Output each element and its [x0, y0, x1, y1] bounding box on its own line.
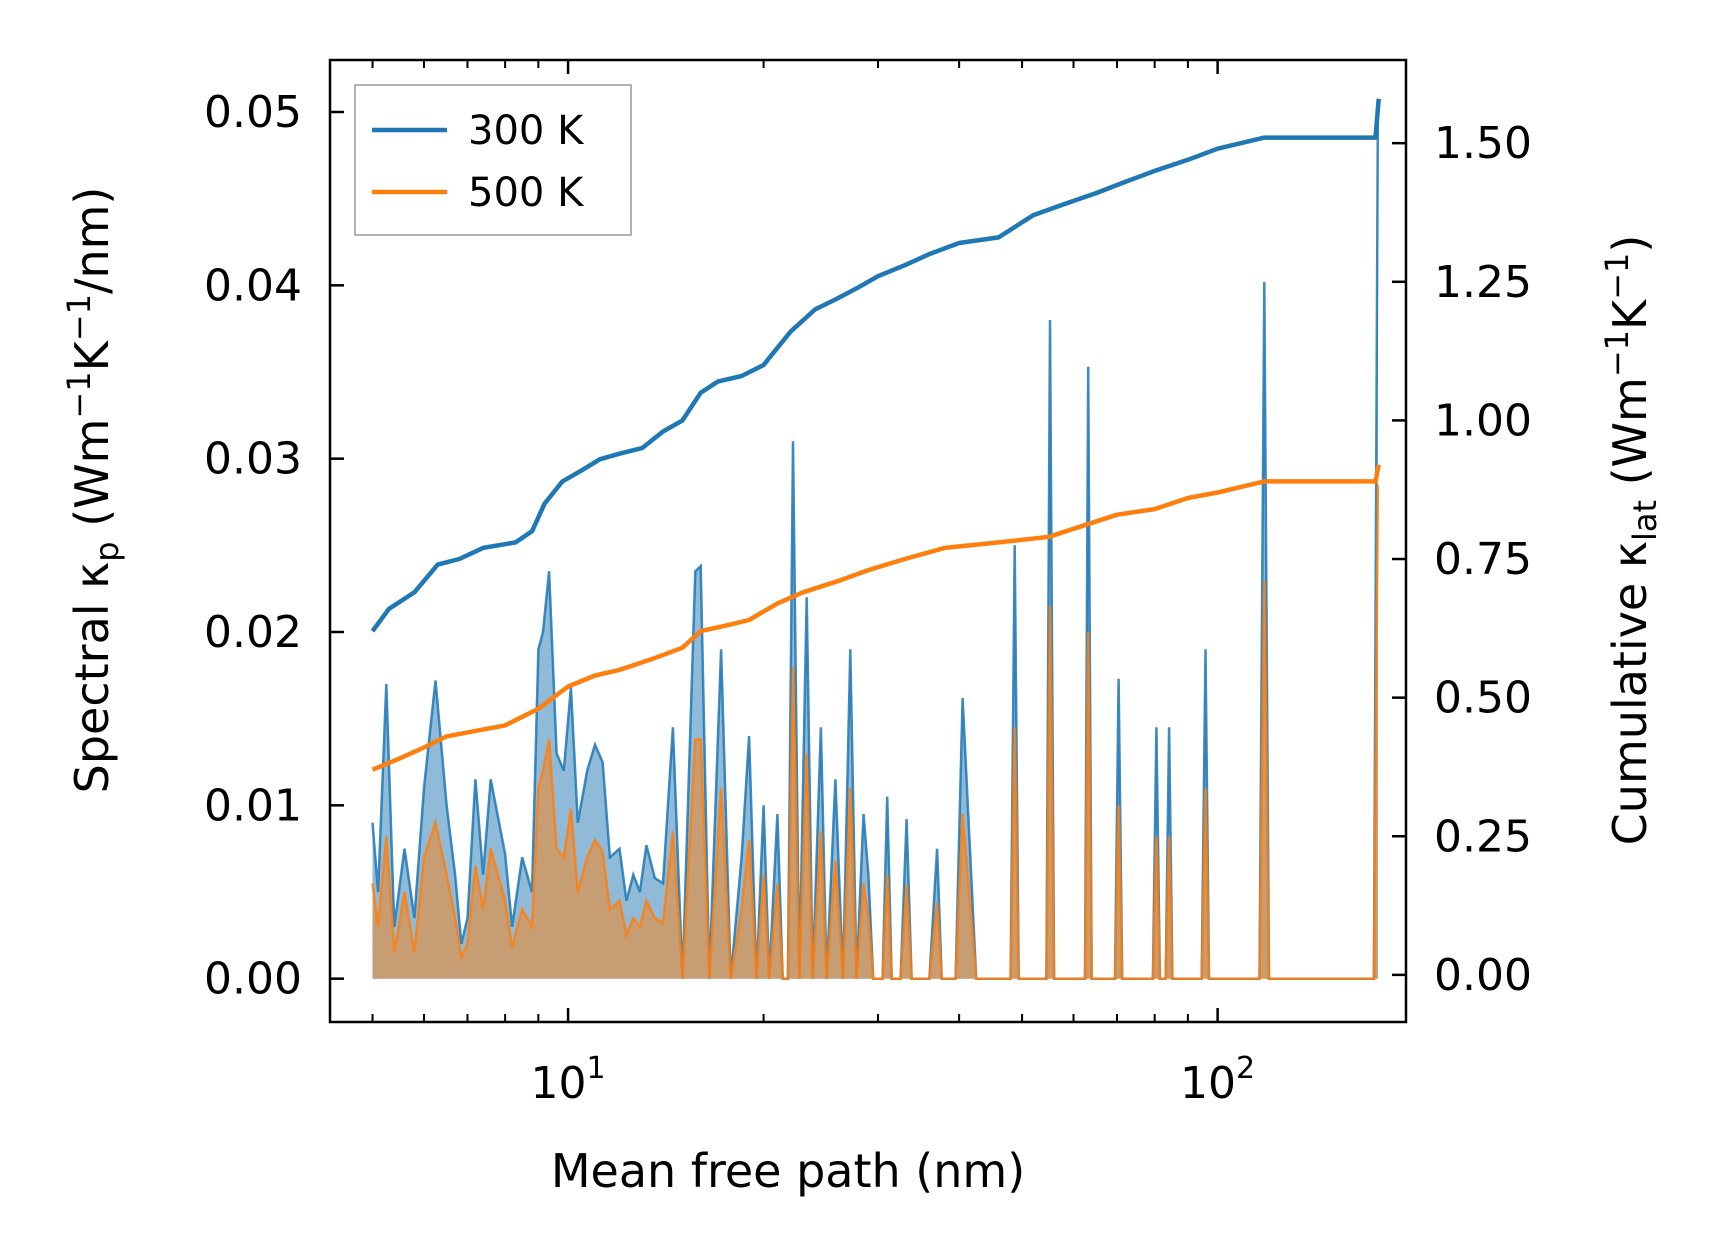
legend-label-500k: 500 K [468, 170, 585, 216]
y-right-tick-label: 0.00 [1434, 950, 1532, 1001]
y-left-tick-label: 0.04 [204, 260, 302, 311]
y-right-tick-label: 1.50 [1434, 118, 1532, 169]
y-left-tick-label: 0.03 [204, 434, 302, 485]
plot-layer [370, 98, 1381, 980]
x-tick-label-10^1: 101 [531, 1051, 606, 1109]
legend: 300 K 500 K [354, 84, 632, 236]
x-tick-label-10^2: 102 [1180, 1051, 1255, 1109]
cumulative-line-300k [370, 98, 1381, 633]
y-left-tick-label: 0.00 [204, 954, 302, 1005]
y-right-tick-label: 0.25 [1434, 811, 1532, 862]
spectral-fill-500k [372, 484, 1378, 979]
y-right-tick-label: 1.25 [1434, 257, 1532, 308]
legend-label-300k: 300 K [468, 108, 585, 154]
cumulative-line-500k [371, 464, 1381, 772]
spectral-line-500k [371, 484, 1380, 980]
x-axis-label: Mean free path (nm) [551, 1144, 1025, 1198]
y-right-tick-label: 1.00 [1434, 395, 1532, 446]
y-left-tick-label: 0.05 [204, 87, 302, 138]
plot-frame [328, 58, 1408, 1024]
y-right-tick-label: 0.75 [1434, 534, 1532, 585]
y-axis-label-left: Spectral κp (Wm−1K−1/nm) [60, 187, 126, 794]
legend-frame [354, 84, 632, 236]
y-left-tick-label: 0.01 [204, 780, 302, 831]
y-left-tick-label: 0.02 [204, 607, 302, 658]
axes-layer: 0.00 0.01 0.02 0.03 0.04 0.05 0.00 0.25 0.50 0.75… [204, 58, 1532, 1024]
y-axis-label-right: Cumulative κlat (Wm−1K−1) [1598, 235, 1664, 846]
y-right-tick-label: 0.50 [1434, 673, 1532, 724]
